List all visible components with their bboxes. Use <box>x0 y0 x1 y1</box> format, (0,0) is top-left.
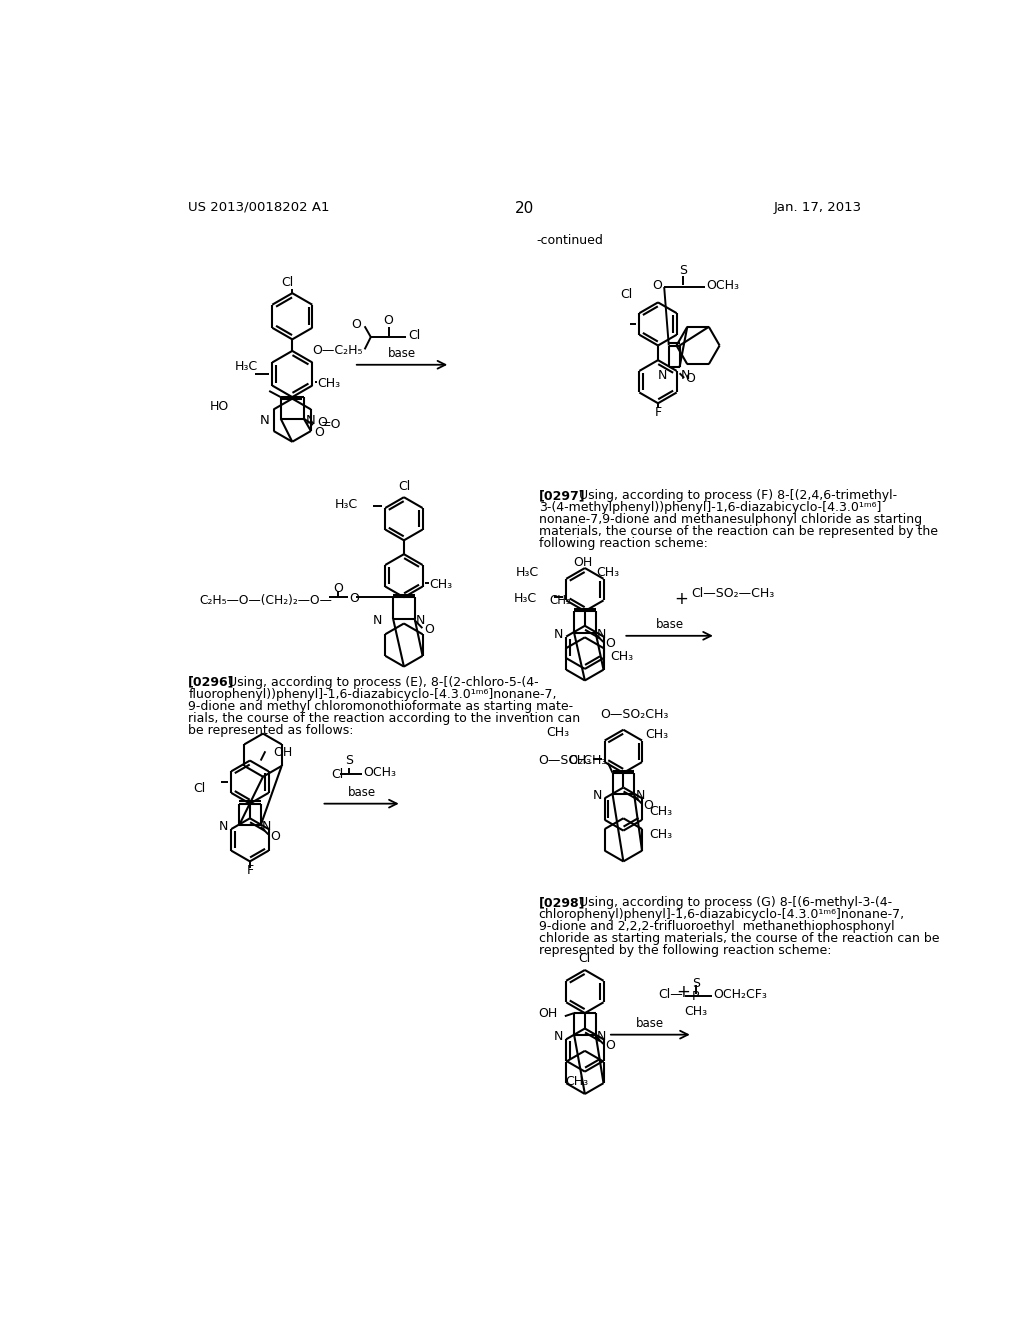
Text: 9-dione and methyl chloromonothioformate as starting mate-: 9-dione and methyl chloromonothioformate… <box>188 700 573 713</box>
Text: N: N <box>593 789 602 803</box>
Text: O—SO₂CH₃: O—SO₂CH₃ <box>600 708 669 721</box>
Text: fluorophenyl))phenyl]-1,6-diazabicyclo-[4.3.0¹ᵐ⁶]nonane-7,: fluorophenyl))phenyl]-1,6-diazabicyclo-[… <box>188 688 557 701</box>
Text: +: + <box>674 590 688 607</box>
Text: O: O <box>643 799 653 812</box>
Text: H₃C: H₃C <box>515 566 539 579</box>
Text: N: N <box>373 614 382 627</box>
Text: N: N <box>597 628 606 640</box>
Text: Cl: Cl <box>397 480 410 494</box>
Text: N: N <box>681 368 690 381</box>
Text: base: base <box>655 618 684 631</box>
Text: OCH₂CF₃: OCH₂CF₃ <box>714 989 767 1001</box>
Text: CH₃: CH₃ <box>645 727 668 741</box>
Text: CH₃: CH₃ <box>317 376 341 389</box>
Text: O: O <box>270 829 280 842</box>
Text: N: N <box>554 1030 563 1043</box>
Text: nonane-7,9-dione and methanesulphonyl chloride as starting: nonane-7,9-dione and methanesulphonyl ch… <box>539 513 922 527</box>
Text: O: O <box>351 318 361 331</box>
Text: Cl: Cl <box>579 952 591 965</box>
Text: CH₃: CH₃ <box>568 754 591 767</box>
Text: [0298]: [0298] <box>539 896 585 909</box>
Text: OH: OH <box>573 556 593 569</box>
Text: CH₃: CH₃ <box>549 594 571 607</box>
Text: 20: 20 <box>515 201 535 215</box>
Text: N: N <box>636 789 645 803</box>
Text: O: O <box>652 279 662 292</box>
Text: Cl: Cl <box>282 276 294 289</box>
Text: Using, according to process (F) 8-[(2,4,6-trimethyl-: Using, according to process (F) 8-[(2,4,… <box>579 490 897 503</box>
Text: CH₃: CH₃ <box>649 805 672 818</box>
Text: represented by the following reaction scheme:: represented by the following reaction sc… <box>539 944 831 957</box>
Text: HO: HO <box>210 400 229 413</box>
Text: Using, according to process (E), 8-[(2-chloro-5-(4-: Using, according to process (E), 8-[(2-c… <box>228 676 539 689</box>
Text: CH₃: CH₃ <box>684 1006 708 1019</box>
Text: O: O <box>349 593 359 606</box>
Text: O: O <box>313 426 324 440</box>
Text: Cl: Cl <box>621 288 633 301</box>
Text: S: S <box>679 264 687 277</box>
Text: F: F <box>247 865 254 878</box>
Text: base: base <box>347 785 376 799</box>
Text: O: O <box>686 372 695 385</box>
Text: N: N <box>597 1030 606 1043</box>
Text: US 2013/0018202 A1: US 2013/0018202 A1 <box>188 201 330 214</box>
Text: Cl: Cl <box>331 768 343 781</box>
Text: O: O <box>334 582 343 594</box>
Text: N: N <box>260 413 270 426</box>
Text: OCH₃: OCH₃ <box>707 279 739 292</box>
Text: chlorophenyl)phenyl]-1,6-diazabicyclo-[4.3.0¹ᵐ⁶]nonane-7,: chlorophenyl)phenyl]-1,6-diazabicyclo-[4… <box>539 908 905 921</box>
Text: [0296]: [0296] <box>188 676 234 689</box>
Text: OCH₃: OCH₃ <box>364 767 396 779</box>
Text: Cl: Cl <box>193 781 205 795</box>
Text: Cl—: Cl— <box>658 989 683 1001</box>
Text: Using, according to process (G) 8-[(6-methyl-3-(4-: Using, according to process (G) 8-[(6-me… <box>579 896 892 909</box>
Text: O: O <box>384 314 393 326</box>
Text: N: N <box>416 614 426 627</box>
Text: H₃C: H₃C <box>234 360 258 372</box>
Text: +: + <box>677 982 690 1001</box>
Text: CH₃: CH₃ <box>429 578 453 591</box>
Text: 3-(4-methylphenyl))phenyl]-1,6-diazabicyclo-[4.3.0¹ᵐ⁶]: 3-(4-methylphenyl))phenyl]-1,6-diazabicy… <box>539 502 881 515</box>
Text: be represented as follows:: be represented as follows: <box>188 723 354 737</box>
Text: O: O <box>605 638 614 649</box>
Text: O: O <box>605 1039 614 1052</box>
Text: CH₃: CH₃ <box>547 726 569 739</box>
Text: P: P <box>692 990 699 1003</box>
Text: [0297]: [0297] <box>539 490 586 503</box>
Text: Cl—SO₂—CH₃: Cl—SO₂—CH₃ <box>691 587 774 601</box>
Text: S: S <box>692 977 699 990</box>
Text: CH₃: CH₃ <box>649 828 672 841</box>
Text: C₂H₅—O—(CH₂)₂—O—: C₂H₅—O—(CH₂)₂—O— <box>200 594 333 607</box>
Text: O: O <box>317 416 328 429</box>
Text: N: N <box>219 820 228 833</box>
Text: CH₃: CH₃ <box>610 649 634 663</box>
Text: O: O <box>424 623 434 636</box>
Text: O—SO₂CH₃: O—SO₂CH₃ <box>538 754 606 767</box>
Text: base: base <box>387 347 416 360</box>
Text: OH: OH <box>273 746 292 759</box>
Text: S: S <box>345 754 353 767</box>
Text: H₃C: H₃C <box>514 593 538 606</box>
Text: =O: =O <box>321 418 341 432</box>
Text: CH₃: CH₃ <box>565 1076 589 1089</box>
Text: H₃C: H₃C <box>335 499 357 511</box>
Text: N: N <box>262 820 271 833</box>
Text: materials, the course of the reaction can be represented by the: materials, the course of the reaction ca… <box>539 525 938 539</box>
Text: CH₃: CH₃ <box>596 566 620 579</box>
Text: Jan. 17, 2013: Jan. 17, 2013 <box>773 201 861 214</box>
Text: N: N <box>657 368 668 381</box>
Text: N: N <box>554 628 563 640</box>
Text: O—C₂H₅: O—C₂H₅ <box>312 345 364 358</box>
Text: -continued: -continued <box>536 234 603 247</box>
Text: following reaction scheme:: following reaction scheme: <box>539 537 708 550</box>
Text: base: base <box>636 1016 665 1030</box>
Text: F: F <box>654 407 662 420</box>
Text: OH: OH <box>539 1007 558 1019</box>
Text: chloride as starting materials, the course of the reaction can be: chloride as starting materials, the cour… <box>539 932 939 945</box>
Text: Cl: Cl <box>408 329 420 342</box>
Text: N: N <box>305 413 315 426</box>
Text: 9-dione and 2,2,2-trifluoroethyl  methanethiophosphonyl: 9-dione and 2,2,2-trifluoroethyl methane… <box>539 920 894 933</box>
Text: rials, the course of the reaction according to the invention can: rials, the course of the reaction accord… <box>188 711 581 725</box>
